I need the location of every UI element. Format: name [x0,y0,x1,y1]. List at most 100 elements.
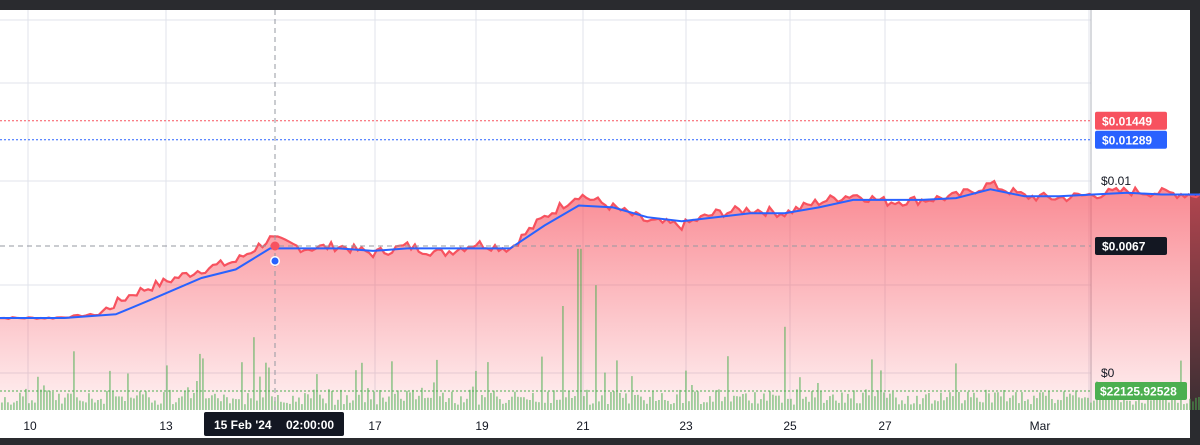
volume-bar [115,396,117,410]
volume-bar [355,370,357,410]
time-scale-area[interactable] [0,410,1190,438]
volume-bar [565,397,567,410]
volume-bar [547,391,549,410]
volume-bar [295,401,297,410]
volume-bar [16,400,18,410]
volume-bar [952,396,954,410]
volume-bar [118,396,120,410]
volume-bar [985,389,987,410]
volume-bar [1123,395,1125,410]
volume-bar [919,404,921,410]
volume-bar [253,337,255,410]
volume-bar [304,393,306,410]
volume-bar [910,404,912,410]
volume-bar [652,390,654,410]
volume-bar [865,389,867,410]
volume-bar [1087,397,1089,410]
volume-bar [661,393,663,410]
volume-bar [286,402,288,410]
volume-bar [373,391,375,410]
volume-bar [151,402,153,410]
volume-bar [769,391,771,410]
volume-bar [31,400,33,410]
volume-bar [190,398,192,410]
volume-bar [862,392,864,410]
volume-bar [391,361,393,410]
volume-bar [610,392,612,410]
volume-bar [1033,395,1035,410]
volume-bar [1009,397,1011,410]
volume-bar [676,394,678,410]
volume-bar [787,398,789,410]
volume-bar [298,397,300,410]
volume-bar [25,388,27,410]
volume-bar [34,402,36,410]
volume-bar [544,402,546,410]
volume-bar [121,396,123,410]
volume-bar [742,394,744,410]
volume-bar [70,393,72,410]
volume-bar [835,400,837,410]
volume-bar [463,402,465,410]
volume-bar [850,398,852,410]
volume-bar [1042,392,1044,410]
volume-bar [94,402,96,410]
volume-bar [418,395,420,410]
volume-bar [79,400,81,410]
volume-bar [1078,397,1080,410]
volume-bar [745,393,747,410]
volume-bar [217,398,219,410]
volume-bar [904,403,906,410]
volume-bar [55,400,57,410]
volume-bar [853,390,855,410]
volume-bar [235,399,237,410]
volume-bar [928,393,930,410]
volume-bar [598,401,600,410]
volume-bar [772,394,774,410]
volume-bar [1012,395,1014,410]
volume-bar [1135,401,1137,410]
volume-bar [142,394,144,410]
volume-bar [172,404,174,410]
volume-bar [778,395,780,410]
volume-bar [688,401,690,410]
volume-bar [667,400,669,410]
volume-bar [58,393,60,410]
volume-bar [712,401,714,410]
volume-bar [448,398,450,410]
volume-bar [133,398,135,410]
volume-bar [1054,403,1056,410]
volume-bar [979,401,981,410]
volume-bar [934,400,936,410]
volume-bar [976,397,978,410]
volume-bar [232,398,234,410]
moving-average-badge: $0.01289 [1102,133,1152,147]
volume-bar [361,362,363,410]
volume-bar [607,404,609,410]
volume-bar [679,389,681,410]
volume-bar [1069,393,1071,410]
volume-bar [1159,390,1161,410]
volume-bar [1048,391,1050,410]
volume-bar [145,391,147,410]
volume-bar [409,392,411,410]
volume-bar [139,391,141,410]
volume-bar [658,400,660,410]
volume-bar [964,400,966,410]
volume-bar [1099,397,1101,410]
volume-bar [358,394,360,410]
volume-bar [1045,395,1047,410]
crosshair-price-badge: $0.0067 [1102,240,1146,254]
volume-bar [682,403,684,410]
volume-bar [487,362,489,410]
volume-bar [844,402,846,410]
volume-bar [205,398,207,410]
volume-bar [1072,395,1074,410]
volume-bar [10,404,12,410]
volume-bar [502,403,504,410]
volume-bar [331,390,333,410]
volume-bar [202,358,204,410]
volume-bar [949,392,951,410]
volume-bar [109,370,111,410]
